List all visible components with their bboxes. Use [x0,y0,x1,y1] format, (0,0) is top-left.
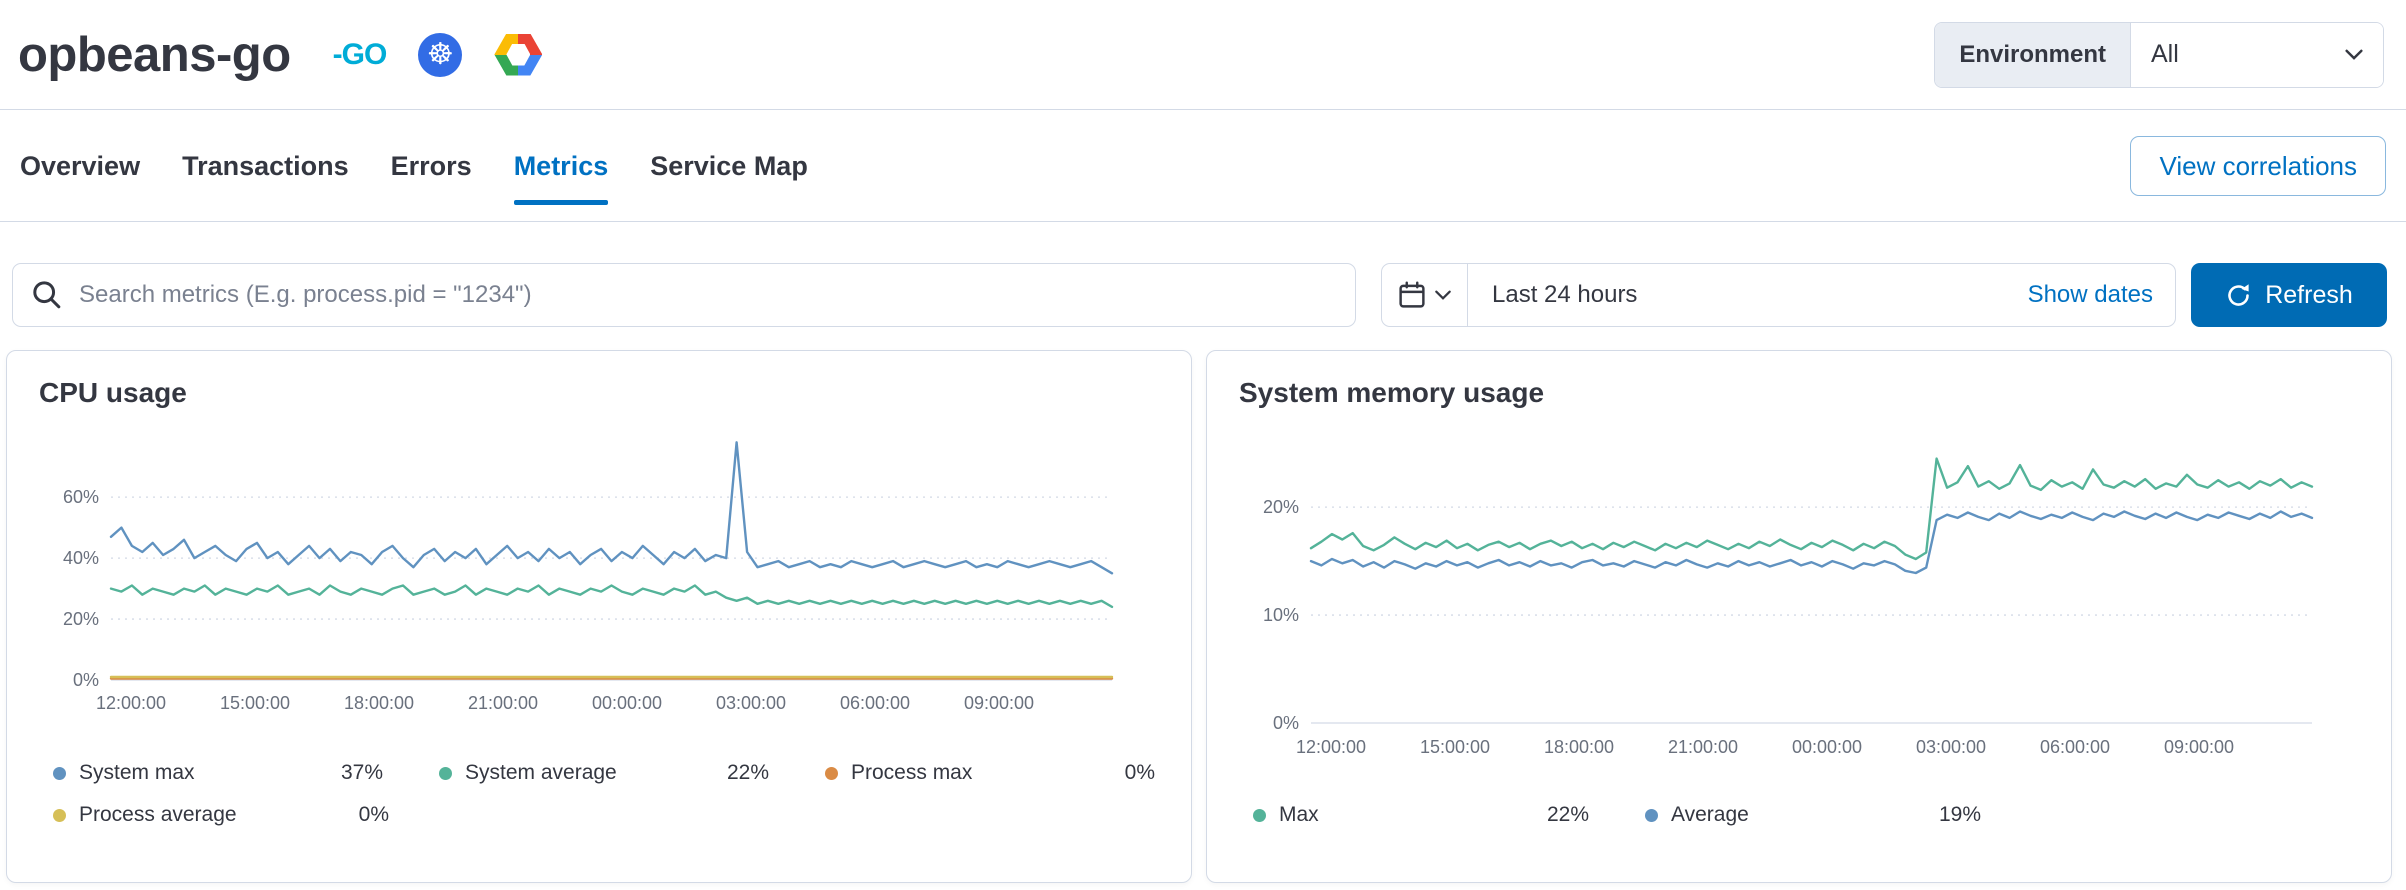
legend-label: System average [465,761,617,784]
environment-filter-label: Environment [1935,22,2131,87]
tab-transactions[interactable]: Transactions [182,150,349,181]
service-name-title: opbeans-go [18,27,291,82]
tab-metrics[interactable]: Metrics [513,111,608,221]
legend-value: 0% [1124,761,1155,784]
legend-item-system-average[interactable]: System average 22% [439,761,769,785]
series-dot-icon [1253,808,1266,822]
metrics-search [12,263,1356,327]
cpu-usage-panel: CPU usage 0% 20% 40% 60% 12:00:00 15:00:00 18:… [6,350,1192,883]
legend-value: 19% [1938,803,1981,826]
svg-text:06:00:00: 06:00:00 [2040,737,2110,757]
cpu-legend-row-2: Process average 0% [53,803,1155,827]
legend-value: 0% [358,803,389,826]
tab-errors[interactable]: Errors [390,150,472,181]
legend-label: Process max [851,761,973,784]
memory-legend-row: Max 22% Average 19% [1253,803,2355,827]
series-dot-icon [53,766,66,780]
metrics-search-input[interactable] [12,263,1356,327]
svg-text:18:00:00: 18:00:00 [1544,737,1614,757]
svg-text:18:00:00: 18:00:00 [344,693,414,713]
svg-text:15:00:00: 15:00:00 [220,693,290,713]
legend-label: Process average [79,803,237,826]
svg-text:03:00:00: 03:00:00 [1916,737,1986,757]
legend-label: Max [1279,803,1319,826]
environment-select[interactable]: All [2131,22,2383,87]
legend-value: 22% [1546,803,1589,826]
go-logo-icon: -GO [332,37,388,71]
metrics-toolbar: Last 24 hours Show dates Refresh [12,262,2387,328]
calendar-icon [1399,281,1425,308]
svg-text:21:00:00: 21:00:00 [1668,737,1738,757]
chevron-down-icon [2345,49,2363,60]
cpu-legend-row-1: System max 37% System average 22% Proces… [53,761,1155,785]
svg-text:21:00:00: 21:00:00 [468,693,538,713]
svg-text:0%: 0% [73,670,99,690]
series-dot-icon [53,808,66,822]
refresh-button[interactable]: Refresh [2191,263,2387,327]
cpu-usage-title: CPU usage [39,377,187,408]
svg-text:40%: 40% [63,548,99,568]
show-dates-link[interactable]: Show dates [2027,281,2153,308]
svg-text:09:00:00: 09:00:00 [964,693,1034,713]
svg-text:00:00:00: 00:00:00 [1792,737,1862,757]
series-dot-icon [1645,808,1658,822]
tab-overview[interactable]: Overview [20,150,141,181]
legend-value: 37% [340,761,383,784]
svg-text:20%: 20% [1263,497,1299,517]
refresh-icon [2228,283,2250,306]
cpu-usage-chart[interactable]: 0% 20% 40% 60% 12:00:00 15:00:00 18:00:00 21:00… [25,417,1171,719]
svg-text:0%: 0% [1273,713,1299,733]
environment-selected-value: All [2151,40,2179,68]
time-range-label[interactable]: Last 24 hours [1492,281,1638,308]
google-cloud-logo-icon [494,33,543,76]
service-tech-logos: -GO ☸ [332,32,543,77]
legend-item-average[interactable]: Average 19% [1645,803,1981,827]
svg-text:12:00:00: 12:00:00 [96,693,166,713]
date-picker-toggle[interactable] [1382,264,1468,326]
svg-text:15:00:00: 15:00:00 [1420,737,1490,757]
svg-text:06:00:00: 06:00:00 [840,693,910,713]
service-tabs: Overview Transactions Errors Metrics Ser… [0,111,2406,222]
memory-usage-panel: System memory usage 0% 10% 20% 12:00:00 15:0… [1206,350,2392,883]
legend-item-system-max[interactable]: System max 37% [53,761,383,785]
environment-filter: Environment All [1934,21,2384,88]
svg-text:20%: 20% [63,609,99,629]
series-dot-icon [439,766,452,780]
svg-text:60%: 60% [63,487,99,507]
legend-label: System max [79,761,195,784]
legend-item-process-max[interactable]: Process max 0% [825,761,1155,785]
refresh-button-label: Refresh [2265,280,2353,309]
service-header: opbeans-go -GO ☸ Environment All [0,0,2406,110]
kubernetes-logo-icon: ☸ [418,32,463,77]
view-correlations-button[interactable]: View correlations [2130,136,2386,196]
svg-text:12:00:00: 12:00:00 [1296,737,1366,757]
svg-text:10%: 10% [1263,605,1299,625]
legend-item-process-average[interactable]: Process average 0% [53,803,389,827]
tab-service-map[interactable]: Service Map [650,150,808,181]
series-dot-icon [825,766,838,780]
svg-text:03:00:00: 03:00:00 [716,693,786,713]
search-icon [33,281,61,309]
memory-usage-title: System memory usage [1239,377,1545,408]
svg-text:00:00:00: 00:00:00 [592,693,662,713]
legend-item-max[interactable]: Max 22% [1253,803,1589,827]
legend-value: 22% [726,761,769,784]
date-picker: Last 24 hours Show dates [1381,263,2176,327]
memory-usage-chart[interactable]: 0% 10% 20% 12:00:00 15:00:00 18:00:00 21:00:00… [1225,417,2371,765]
svg-text:09:00:00: 09:00:00 [2164,737,2234,757]
chevron-down-icon [1435,290,1451,300]
legend-label: Average [1671,803,1749,826]
